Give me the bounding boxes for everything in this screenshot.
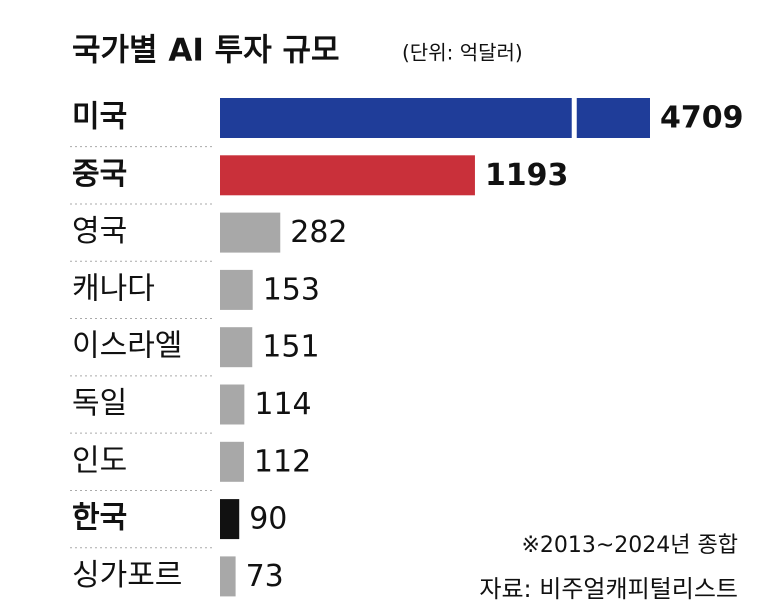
note: ※2013~2024년 종합: [521, 533, 738, 558]
source: 자료: 비주얼캐피털리스트: [479, 575, 738, 603]
value-label: 282: [290, 215, 347, 250]
bar: [220, 269, 253, 310]
bar: [220, 327, 253, 368]
bar: [220, 212, 281, 253]
value-label: 112: [254, 444, 311, 479]
value-label: 153: [263, 272, 320, 307]
chart-subtitle: (단위: 억달러): [402, 41, 523, 65]
category-label: 중국: [72, 157, 127, 192]
value-label: 4709: [660, 101, 744, 136]
category-label: 영국: [72, 214, 127, 249]
value-label: 73: [246, 559, 284, 594]
value-label: 114: [254, 387, 311, 422]
bar: [220, 155, 475, 196]
category-label: 캐나다: [72, 271, 155, 306]
category-label: 인도: [72, 443, 127, 478]
chart-title: 국가별 AI 투자 규모: [72, 33, 340, 69]
bar: [220, 556, 236, 597]
value-label: 1193: [485, 158, 569, 193]
bar: [220, 384, 245, 425]
value-label: 151: [262, 330, 319, 365]
bar: [220, 441, 244, 482]
category-label: 미국: [72, 100, 127, 135]
category-label: 싱가포르: [72, 558, 182, 593]
value-label: 90: [249, 502, 287, 537]
bar: [220, 499, 240, 540]
bar: [220, 98, 650, 138]
category-label: 이스라엘: [72, 329, 182, 364]
category-label: 한국: [72, 501, 127, 536]
axis-break: [571, 96, 577, 140]
category-label: 독일: [72, 386, 127, 421]
